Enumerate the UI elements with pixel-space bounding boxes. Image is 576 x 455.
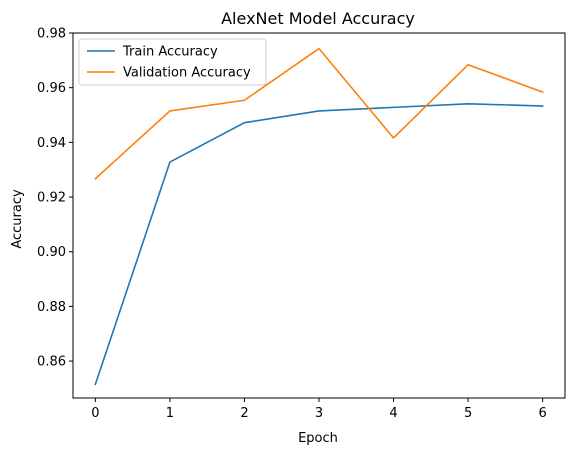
series-line-0 [94,103,544,386]
legend-label-0: Train Accuracy [122,45,218,60]
x-tick-label: 4 [389,406,397,421]
y-tick-label: 0.98 [37,27,66,42]
x-tick-label: 3 [315,406,323,421]
chart-title: AlexNet Model Accuracy [221,9,415,28]
x-tick-label: 0 [91,406,99,421]
legend-box [78,38,267,86]
series-lines [94,47,544,386]
x-axis: 0 1 2 3 4 5 6 [91,398,547,421]
legend-label-1: Validation Accuracy [123,66,251,81]
x-tick-label: 1 [166,406,174,421]
legend: Train Accuracy Validation Accuracy [78,38,267,86]
y-axis-label: Accuracy [10,189,25,249]
x-tick-label: 6 [538,406,546,421]
x-tick-label: 5 [464,406,472,421]
x-axis-label: Epoch [298,431,338,446]
y-tick-label: 0.96 [37,81,66,96]
y-tick-label: 0.90 [37,245,66,260]
y-axis: 0.86 0.88 0.90 0.92 0.94 0.96 0.98 [37,27,73,370]
x-tick-label: 2 [240,406,248,421]
y-tick-label: 0.92 [37,191,66,206]
series-line-1 [94,47,544,180]
y-tick-label: 0.88 [37,300,66,315]
y-tick-label: 0.86 [37,355,66,370]
y-tick-label: 0.94 [37,136,66,151]
